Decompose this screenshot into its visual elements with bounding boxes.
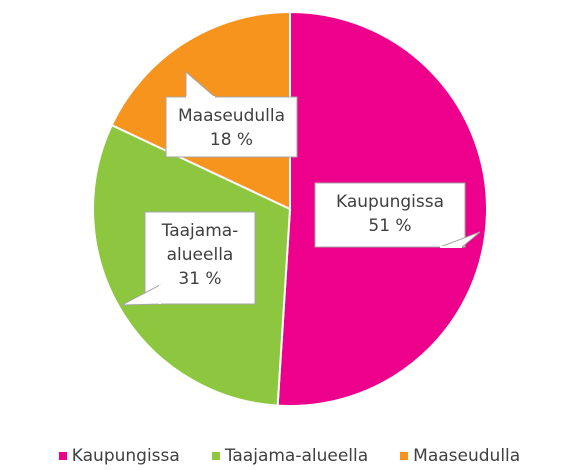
data-label-value: 18 % xyxy=(209,130,254,150)
data-label: Kaupungissa 51 % xyxy=(319,190,461,238)
data-label-value: 31 % xyxy=(178,269,222,289)
legend-label: Kaupungissa xyxy=(71,446,180,466)
callout-box xyxy=(165,96,298,158)
legend-item: Maaseudulla xyxy=(400,446,520,466)
data-label-name: Kaupungissa xyxy=(335,192,445,212)
legend-swatch xyxy=(211,452,220,460)
legend-label: Maaseudulla xyxy=(413,446,521,466)
data-label: Taajama-alueella 31 % xyxy=(149,219,251,291)
data-label-name: Maaseudulla xyxy=(177,106,286,126)
data-label-name: Taajama-alueella xyxy=(161,221,239,265)
callout-box xyxy=(144,211,256,305)
data-label-value: 51 % xyxy=(368,216,412,236)
callout-box xyxy=(314,182,466,248)
data-label: Maaseudulla 18 % xyxy=(170,104,293,152)
chart xyxy=(92,10,488,407)
legend-item: Kaupungissa xyxy=(58,446,180,466)
legend-label: Taajama-alueella xyxy=(224,446,369,466)
legend-item: Taajama-alueella xyxy=(211,446,369,466)
legend-swatch xyxy=(400,452,409,460)
legend: Kaupungissa Taajama-alueella Maaseudulla xyxy=(0,446,579,466)
legend-swatch xyxy=(58,452,67,460)
